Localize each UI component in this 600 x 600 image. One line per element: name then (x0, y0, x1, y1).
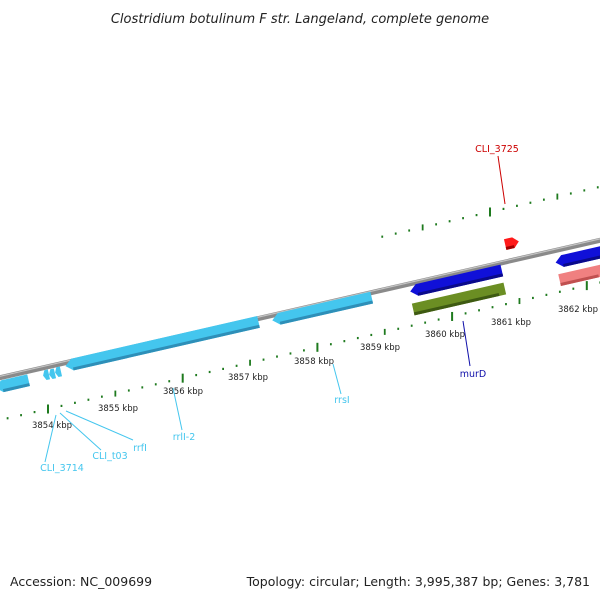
label-rrfi: rrfI (133, 443, 147, 454)
feature-murd-other (411, 282, 507, 316)
tick-label: 3861 kbp (491, 318, 531, 328)
tick-label: 3854 kbp (32, 421, 72, 431)
tick-label: 3856 kbp (163, 387, 203, 397)
tick-label: 3857 kbp (228, 373, 268, 383)
feature-cli-3725 (503, 237, 519, 250)
leader-murd (462, 320, 471, 367)
leader-cli-3725 (497, 155, 506, 205)
leader-rrsi (332, 363, 342, 395)
leader-cli-t03 (59, 412, 102, 451)
label-cli-3725: CLI_3725 (475, 144, 519, 155)
feature-cli-t03 (43, 369, 51, 381)
feature-right-cds (555, 245, 600, 267)
tick-label: 3855 kbp (98, 404, 138, 414)
leader-rrli-2 (172, 387, 183, 431)
accession-text: Accession: NC_009699 (10, 574, 153, 589)
feature-cli-3714 (0, 374, 30, 393)
label-cli-t03: CLI_t03 (92, 451, 127, 462)
tick-label: 3862 kbp (558, 305, 598, 315)
tick-label: 3859 kbp (360, 343, 400, 353)
genome-info-text: Topology: circular; Length: 3,995,387 bp… (246, 574, 590, 589)
feature-rrli-2 (65, 316, 260, 371)
feature-rrfi-b (55, 366, 63, 378)
label-cli-3714: CLI_3714 (40, 463, 84, 474)
map-title: Clostridium botulinum F str. Langeland, … (111, 12, 489, 27)
tick-label: 3860 kbp (425, 330, 465, 340)
lower-tick-row (6, 281, 600, 420)
label-rrli-2: rrlI-2 (173, 432, 196, 443)
leader-rrfi (65, 410, 134, 441)
feature-labels: CLI_3714 CLI_t03 rrfI rrlI-2 rrsI murD C… (40, 144, 519, 474)
leader-cli-3714 (44, 414, 57, 463)
label-rrsi: rrsI (334, 395, 349, 406)
tick-labels: 3854 kbp 3855 kbp 3856 kbp 3857 kbp 3858 kbp… (32, 305, 598, 431)
upper-tick-row (381, 186, 599, 238)
feature-murd (410, 264, 504, 296)
label-murd: murD (460, 369, 487, 380)
feature-rrsi (272, 291, 374, 325)
feature-rrfi-a (49, 368, 57, 380)
tick-label: 3858 kbp (294, 357, 334, 367)
features-layer (0, 237, 600, 393)
feature-right-pink (558, 264, 600, 286)
